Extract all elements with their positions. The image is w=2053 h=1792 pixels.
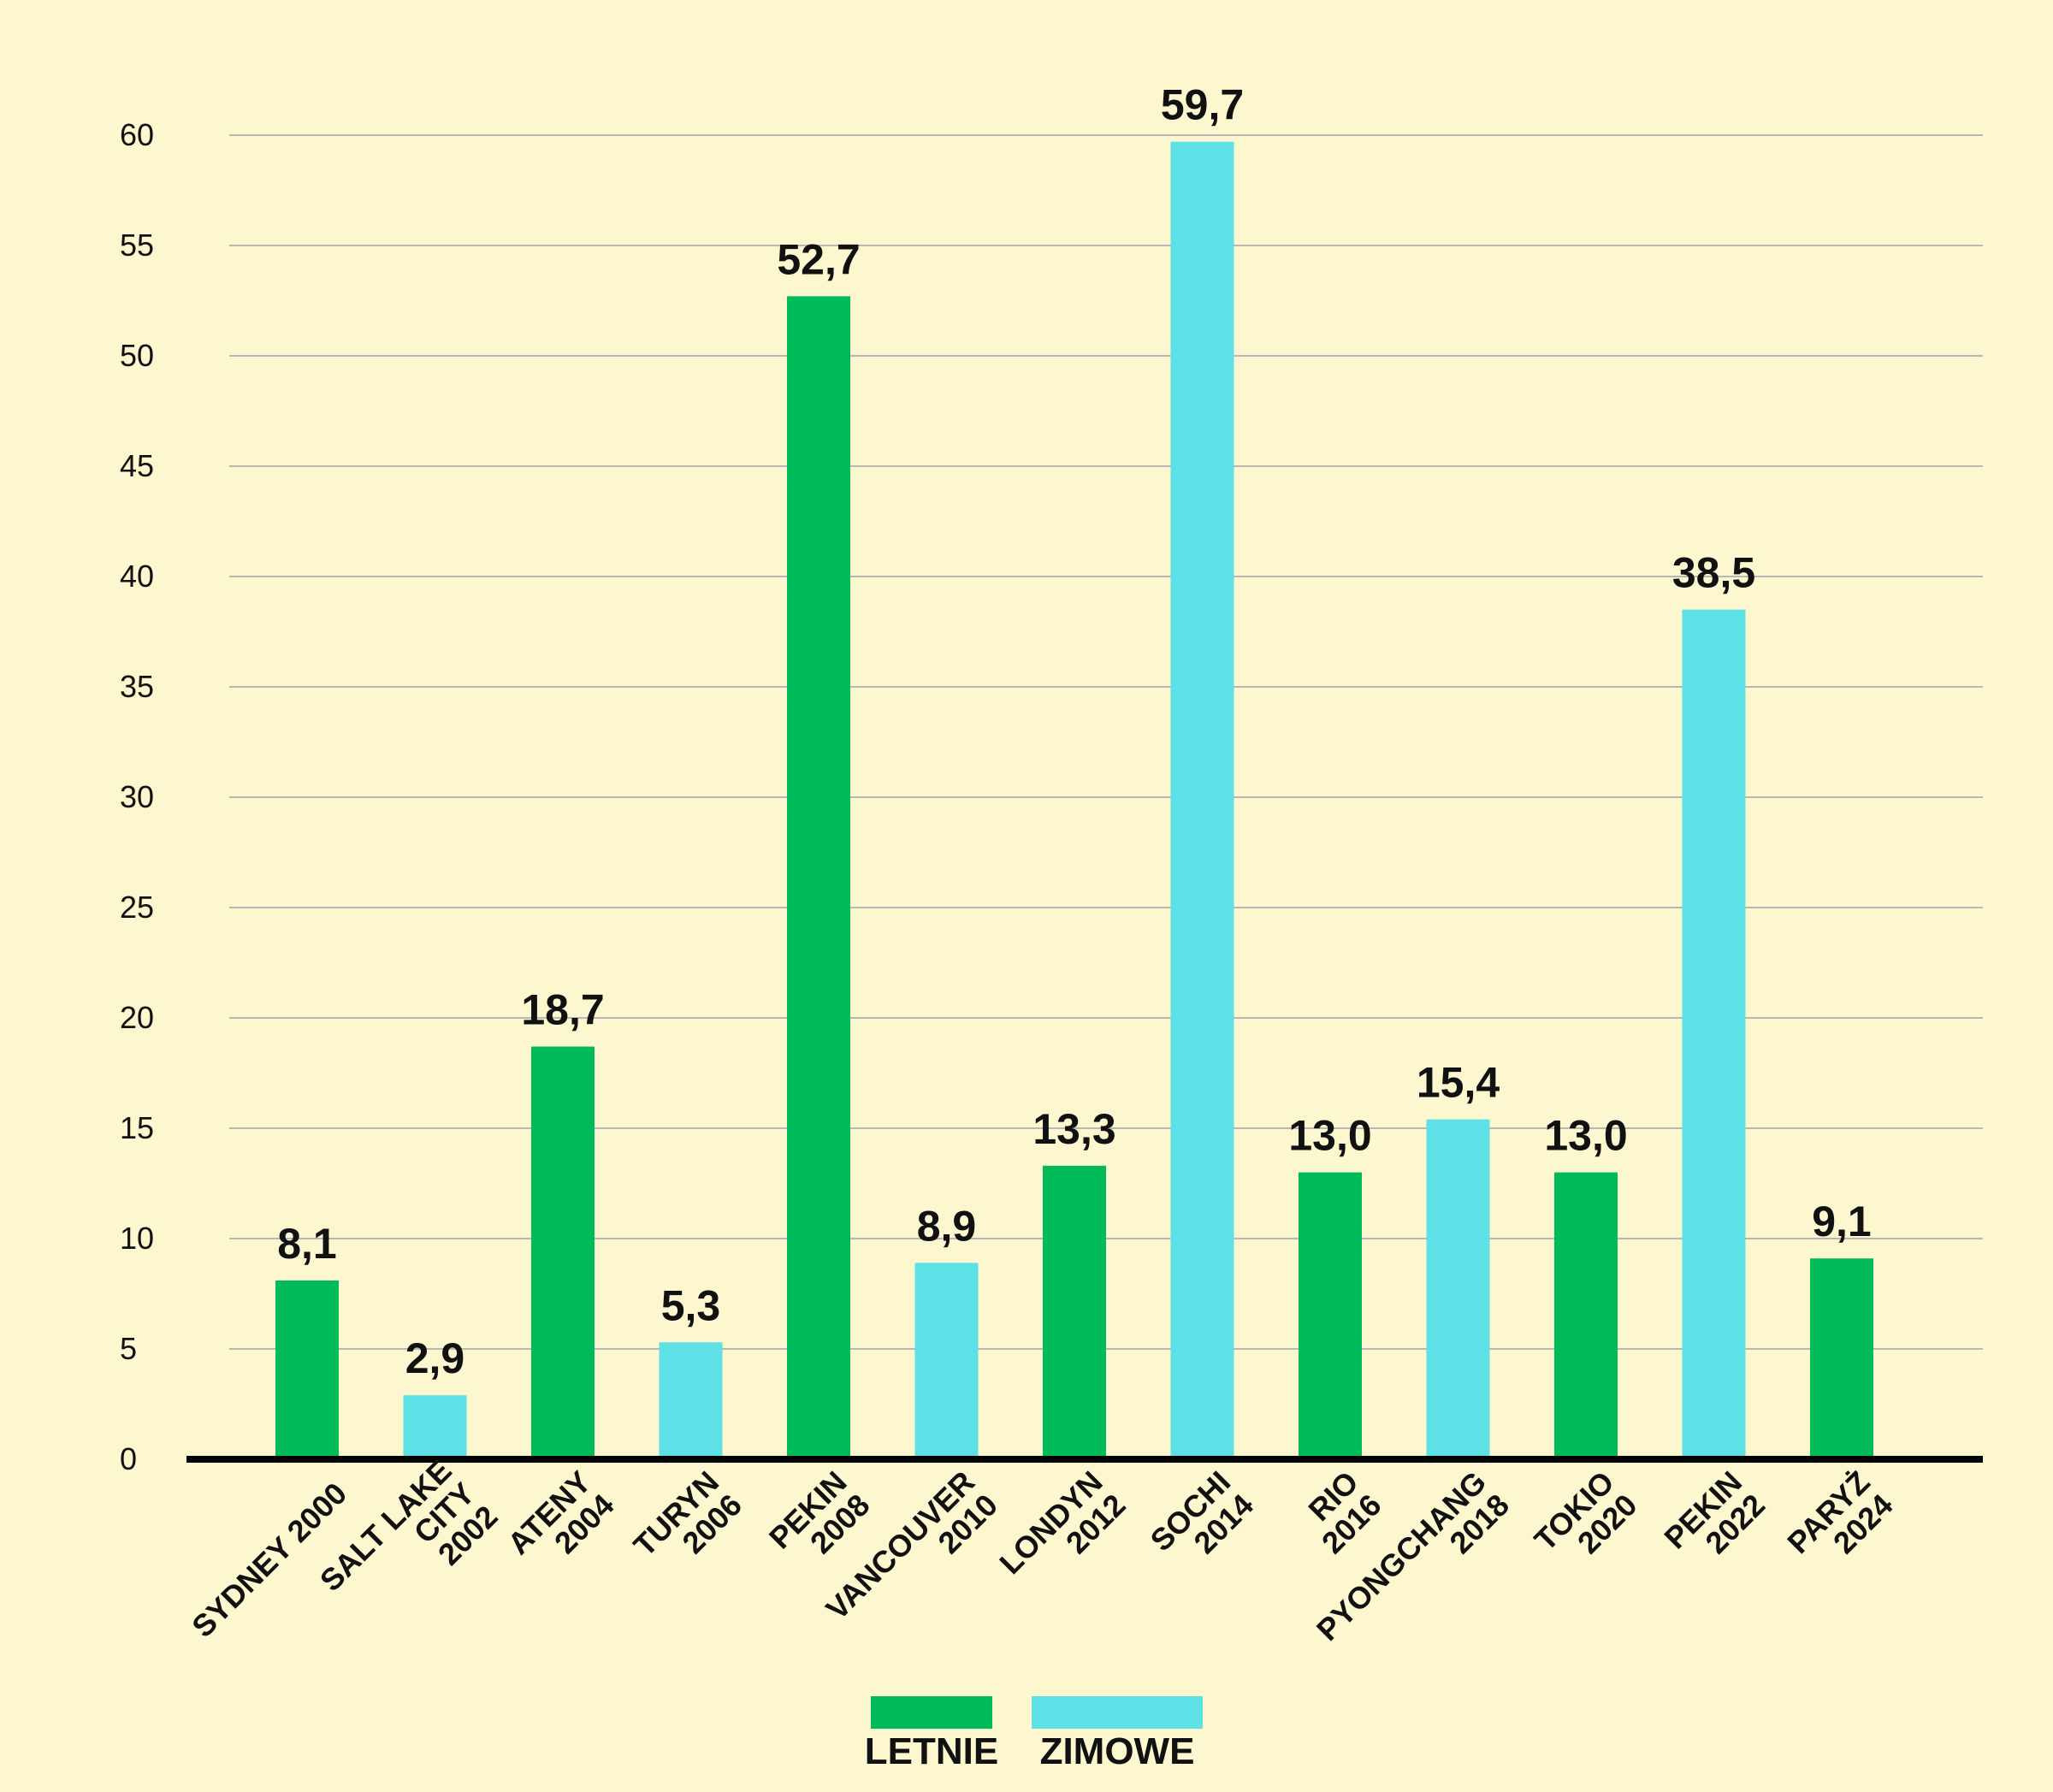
bar (1682, 609, 1746, 1459)
bar-value-label: 9,1 (1812, 1198, 1872, 1245)
y-tick-label: 10 (120, 1221, 154, 1256)
bar-value-label: 2,9 (405, 1334, 465, 1382)
legend-swatch-zimowe (1032, 1696, 1203, 1729)
bar (787, 296, 850, 1460)
bar (1810, 1258, 1873, 1459)
legend: LETNIE ZIMOWE (865, 1696, 1203, 1772)
bar-value-label: 13,0 (1288, 1112, 1371, 1160)
bar-value-label: 13,0 (1544, 1112, 1627, 1160)
bar-value-label: 13,3 (1032, 1105, 1115, 1153)
bar (1299, 1172, 1362, 1459)
y-tick-label: 0 (120, 1441, 137, 1476)
y-tick-label: 20 (120, 1000, 154, 1035)
legend-label-letnie: LETNIE (865, 1730, 998, 1772)
bar (1554, 1172, 1618, 1459)
y-tick-label: 50 (120, 338, 154, 373)
legend-swatch-letnie (871, 1696, 992, 1729)
bar-value-labels: 8,1 2,9 18,7 5,3 52,7 8,9 13,3 59,7 13,0 15,4 13,0… (277, 81, 1872, 1382)
y-tick-label: 30 (120, 779, 154, 814)
bar (1043, 1165, 1106, 1459)
bar-value-label: 59,7 (1161, 81, 1244, 129)
bar-value-label: 8,9 (917, 1202, 977, 1250)
bars (275, 141, 1873, 1460)
y-tick-label: 35 (120, 669, 154, 704)
y-tick-label: 45 (120, 448, 154, 483)
bar-value-label: 52,7 (777, 235, 860, 283)
legend-label-zimowe: ZIMOWE (1040, 1730, 1195, 1772)
bar (914, 1263, 979, 1459)
y-tick-label: 60 (120, 117, 154, 152)
gridlines (229, 134, 1983, 1350)
y-tick-label: 15 (120, 1110, 154, 1145)
bar-value-label: 8,1 (277, 1220, 337, 1268)
y-axis-tick-labels: 0 5 10 15 20 25 30 35 40 45 50 55 60 (120, 117, 154, 1476)
bar-value-label: 5,3 (661, 1281, 721, 1329)
bar (403, 1395, 467, 1459)
bar-value-label: 18,7 (521, 986, 604, 1034)
bar-value-label: 15,4 (1417, 1059, 1500, 1107)
y-tick-label: 5 (120, 1331, 137, 1366)
y-tick-label: 55 (120, 228, 154, 263)
y-tick-label: 40 (120, 559, 154, 594)
bar-value-label: 38,5 (1672, 549, 1755, 597)
bar (1426, 1119, 1490, 1459)
bar (531, 1046, 595, 1459)
bar (275, 1280, 339, 1459)
bar (1170, 141, 1234, 1460)
y-tick-label: 25 (120, 890, 154, 925)
bar (659, 1342, 723, 1459)
